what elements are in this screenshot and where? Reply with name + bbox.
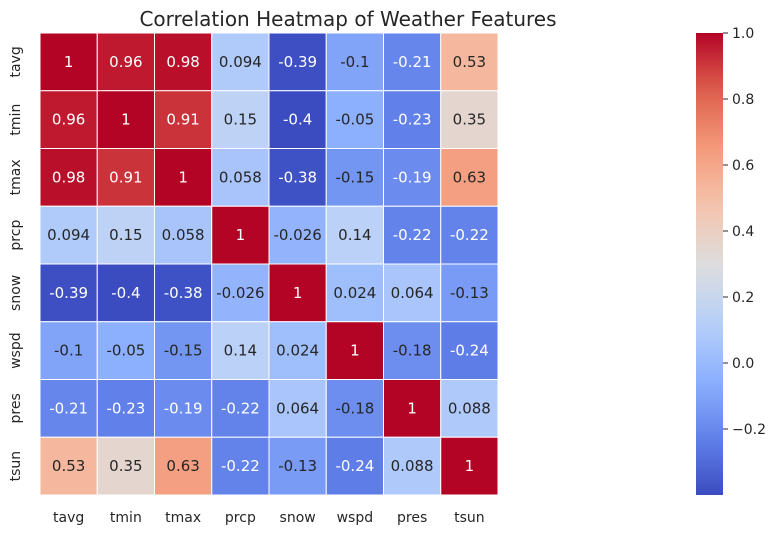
x-tick-pres: pres	[397, 510, 427, 526]
y-tick-tmin: tmin	[8, 104, 24, 136]
cell-value-tavg-tmin: 0.96	[109, 53, 142, 71]
colorbar-tick-label: 1.0	[732, 26, 754, 42]
cell-value-tmax-tsun: 0.63	[453, 168, 486, 186]
colorbar	[696, 33, 723, 495]
cell-value-tavg-tsun: 0.53	[453, 53, 486, 71]
cell-value-tavg-pres: -0.21	[393, 53, 432, 71]
cell-value-tsun-prcp: -0.22	[221, 457, 260, 475]
y-tick-tsun: tsun	[8, 451, 24, 482]
x-tick-snow: snow	[280, 510, 316, 526]
cell-value-snow-pres: 0.064	[391, 284, 434, 302]
cell-value-tmin-tavg: 0.96	[52, 111, 85, 129]
cell-value-snow-tmax: -0.38	[164, 284, 203, 302]
cell-value-tmin-pres: -0.23	[393, 111, 432, 129]
cell-value-snow-tavg: -0.39	[49, 284, 88, 302]
cell-value-tmin-tmin: 1	[121, 111, 131, 129]
cell-value-wspd-tmax: -0.15	[164, 342, 203, 360]
cell-value-tmax-tmax: 1	[178, 168, 188, 186]
cell-value-pres-prcp: -0.22	[221, 399, 260, 417]
colorbar-tick-label: 0.8	[732, 92, 754, 108]
cell-value-prcp-snow: -0.026	[273, 226, 321, 244]
cell-value-wspd-tavg: -0.1	[54, 342, 83, 360]
colorbar-tick-label: 0.6	[732, 158, 754, 174]
cell-value-prcp-prcp: 1	[236, 226, 246, 244]
cell-value-prcp-tmin: 0.15	[109, 226, 142, 244]
cell-value-tsun-pres: 0.088	[391, 457, 434, 475]
cell-value-tmin-tmax: 0.91	[166, 111, 199, 129]
cell-value-wspd-tsun: -0.24	[450, 342, 489, 360]
cell-value-tsun-wspd: -0.24	[335, 457, 374, 475]
cell-value-tsun-tmax: 0.63	[166, 457, 199, 475]
cell-value-tsun-tsun: 1	[465, 457, 475, 475]
cell-value-prcp-pres: -0.22	[393, 226, 432, 244]
cell-value-pres-tmax: -0.19	[164, 399, 203, 417]
cell-value-wspd-tmin: -0.05	[106, 342, 145, 360]
x-tick-tmax: tmax	[165, 510, 201, 526]
y-tick-snow: snow	[8, 275, 24, 311]
x-tick-labels: tavg tmin tmax prcp snow wspd pres tsun	[53, 510, 485, 526]
cell-value-tmax-pres: -0.19	[393, 168, 432, 186]
cell-value-tmin-snow: -0.4	[283, 111, 312, 129]
cell-value-tsun-tmin: 0.35	[109, 457, 142, 475]
cell-value-pres-snow: 0.064	[276, 399, 319, 417]
cell-value-tavg-snow: -0.39	[278, 53, 317, 71]
cell-value-pres-tavg: -0.21	[49, 399, 88, 417]
cell-value-pres-wspd: -0.18	[335, 399, 374, 417]
cell-value-tmax-snow: -0.38	[278, 168, 317, 186]
y-tick-tmax: tmax	[8, 159, 24, 195]
x-tick-wspd: wspd	[337, 510, 374, 526]
x-tick-tsun: tsun	[454, 510, 485, 526]
cell-value-tmin-wspd: -0.05	[335, 111, 374, 129]
cell-value-tsun-tavg: 0.53	[52, 457, 85, 475]
y-tick-prcp: prcp	[8, 220, 24, 251]
colorbar-tick-label: 0.2	[732, 290, 754, 306]
cell-value-tavg-tavg: 1	[64, 53, 74, 71]
cell-value-snow-wspd: 0.024	[333, 284, 376, 302]
cell-value-prcp-tsun: -0.22	[450, 226, 489, 244]
cell-value-tavg-tmax: 0.98	[166, 53, 199, 71]
chart-title: Correlation Heatmap of Weather Features	[139, 7, 556, 31]
cell-value-snow-tsun: -0.13	[450, 284, 489, 302]
cell-value-prcp-wspd: 0.14	[338, 226, 371, 244]
cell-value-snow-tmin: -0.4	[111, 284, 140, 302]
cell-value-wspd-pres: -0.18	[393, 342, 432, 360]
cell-value-pres-tmin: -0.23	[106, 399, 145, 417]
cell-value-tavg-wspd: -0.1	[340, 53, 369, 71]
colorbar-ticks: 1.0 0.8 0.6 0.4 0.2 0.0 −0.2	[723, 26, 766, 438]
cell-value-snow-snow: 1	[293, 284, 303, 302]
colorbar-tick-label: −0.2	[732, 422, 766, 438]
cell-value-tmin-tsun: 0.35	[453, 111, 486, 129]
cell-value-tmax-prcp: 0.058	[219, 168, 262, 186]
colorbar-tick-label: 0.4	[732, 224, 754, 240]
cell-value-tmin-prcp: 0.15	[224, 111, 257, 129]
cell-value-prcp-tavg: 0.094	[47, 226, 90, 244]
colorbar-tick-label: 0.0	[732, 356, 754, 372]
cell-value-tavg-prcp: 0.094	[219, 53, 262, 71]
cell-value-wspd-prcp: 0.14	[224, 342, 257, 360]
cell-value-prcp-tmax: 0.058	[162, 226, 205, 244]
cell-value-tmax-tmin: 0.91	[109, 168, 142, 186]
heatmap-cells: 1 0.96 0.98 0.094 -0.39 -0.1 -0.21 0.53 0.96 1 0.9…	[40, 33, 498, 495]
y-tick-pres: pres	[8, 393, 24, 423]
cell-value-wspd-snow: 0.024	[276, 342, 319, 360]
cell-value-pres-pres: 1	[407, 399, 417, 417]
cell-value-snow-prcp: -0.026	[216, 284, 264, 302]
cell-value-tsun-snow: -0.13	[278, 457, 317, 475]
cell-value-pres-tsun: 0.088	[448, 399, 491, 417]
x-tick-tavg: tavg	[53, 510, 84, 526]
y-tick-labels: tavg tmin tmax prcp snow wspd pres tsun	[8, 46, 24, 481]
x-tick-tmin: tmin	[110, 510, 142, 526]
y-tick-wspd: wspd	[8, 332, 24, 369]
cell-value-tmax-tavg: 0.98	[52, 168, 85, 186]
cell-value-tmax-wspd: -0.15	[335, 168, 374, 186]
cell-value-wspd-wspd: 1	[350, 342, 360, 360]
y-tick-tavg: tavg	[8, 46, 24, 77]
x-tick-prcp: prcp	[225, 510, 256, 526]
